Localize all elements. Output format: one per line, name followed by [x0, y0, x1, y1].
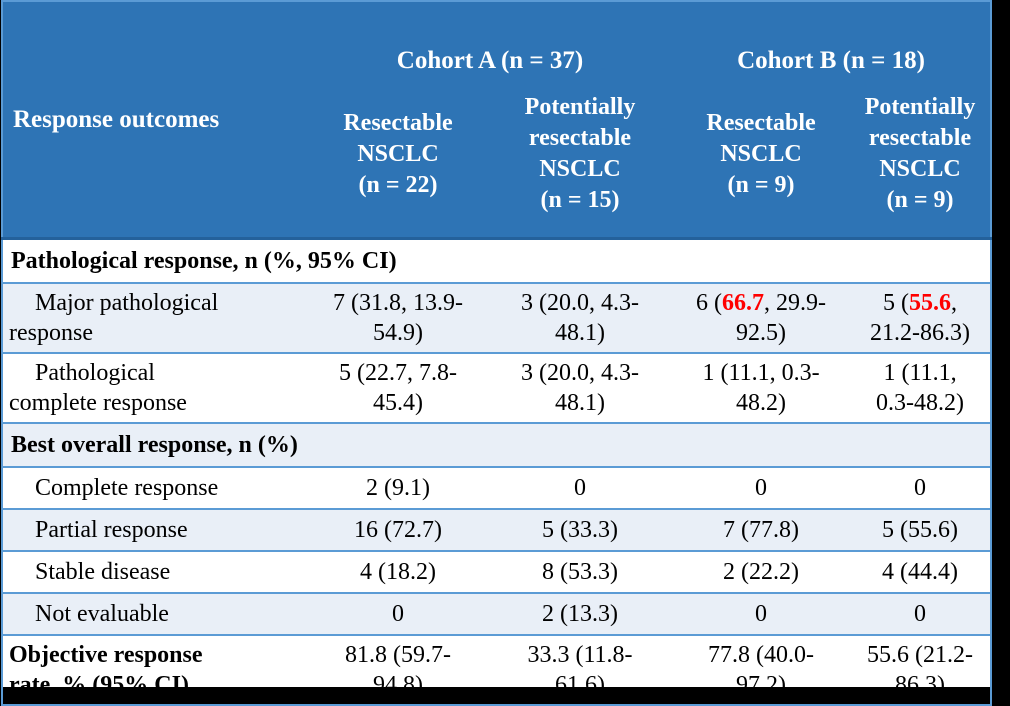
data-cell: 8 (53.3): [488, 551, 672, 593]
corner-header-response-outcomes: Response outcomes: [2, 1, 308, 239]
column-header-cohort-a-resectable: Resectable NSCLC (n = 22): [308, 79, 488, 239]
value-text: 3 (20.0, 4.3- 48.1): [521, 290, 639, 346]
value-text: 5 (33.3): [542, 517, 618, 543]
value-text: 81.8 (59.7- 94.8): [345, 642, 451, 698]
value-text: 0: [914, 601, 927, 627]
data-row: Partial response 16 (72.7) 5 (33.3) 7 (77.8…: [2, 509, 992, 551]
data-cell: 3 (20.0, 4.3- 48.1): [488, 283, 672, 353]
row-label: Complete response: [35, 475, 219, 501]
data-cell: 4 (18.2): [308, 551, 488, 593]
cohort-b-header: Cohort B (n = 18): [672, 1, 992, 79]
value-text: 3 (20.0, 4.3- 48.1): [521, 360, 639, 416]
data-cell: 2 (13.3): [488, 593, 672, 635]
table-header: Response outcomes Cohort A (n = 37) Coho…: [2, 1, 992, 239]
section-header-label: Best overall response, n (%): [11, 432, 298, 458]
row-label: Major pathological response: [9, 290, 219, 346]
value-text: 1 (11.1, 0.3-48.2): [876, 360, 965, 416]
value-text: 2 (9.1): [366, 475, 430, 501]
data-cell: 77.8 (40.0- 97.2): [672, 635, 850, 705]
value-text: 5 (: [883, 290, 910, 316]
value-text: 6 (: [696, 290, 723, 316]
cohort-header-row: Response outcomes Cohort A (n = 37) Coho…: [2, 1, 992, 239]
data-cell: 5 (55.6): [850, 509, 991, 551]
highlighted-value: 55.6: [909, 290, 952, 316]
data-cell: 7 (77.8): [672, 509, 850, 551]
data-cell: 0: [308, 593, 488, 635]
data-cell: 5 (33.3): [488, 509, 672, 551]
data-cell: 5 (22.7, 7.8- 45.4): [308, 353, 488, 423]
value-text: 2 (13.3): [542, 601, 618, 627]
section-row: Best overall response, n (%): [2, 423, 992, 467]
row-label: Stable disease: [35, 559, 171, 585]
data-row: Objective response rate, % (95% CI) 81.8 …: [2, 635, 992, 705]
value-text: 77.8 (40.0- 97.2): [708, 642, 814, 698]
column-header-cohort-b-resectable: Resectable NSCLC (n = 9): [672, 79, 851, 239]
section-header-label: Pathological response, n (%, 95% CI): [11, 248, 397, 274]
data-cell: 5 (55.6, 21.2-86.3): [850, 283, 991, 353]
data-cell: 6 (66.7, 29.9- 92.5): [672, 283, 850, 353]
data-cell: 2 (9.1): [308, 467, 488, 509]
column-header-cohort-b-potentially-resectable: Potentially resectable NSCLC (n = 9): [850, 79, 992, 239]
data-row: Complete response 2 (9.1) 0 0 0: [2, 467, 992, 509]
value-text: 0: [574, 475, 586, 501]
data-cell: 2 (22.2): [672, 551, 850, 593]
value-text: 1 (11.1, 0.3- 48.2): [702, 360, 820, 416]
value-text: 0: [914, 475, 927, 501]
row-label: Pathological complete response: [9, 360, 187, 416]
row-label: Not evaluable: [35, 601, 169, 627]
value-text: 4 (44.4): [882, 559, 959, 585]
value-text: 5 (22.7, 7.8- 45.4): [339, 360, 457, 416]
data-cell: 0: [672, 593, 850, 635]
value-text: 2 (22.2): [723, 559, 799, 585]
section-row: Pathological response, n (%, 95% CI): [2, 238, 992, 284]
data-cell: 55.6 (21.2- 86.3): [850, 635, 991, 705]
data-cell: 16 (72.7): [308, 509, 488, 551]
data-cell: 81.8 (59.7- 94.8): [308, 635, 488, 705]
value-text: 0: [755, 601, 768, 627]
value-text: 33.3 (11.8- 61.6): [527, 642, 633, 698]
value-text: 8 (53.3): [542, 559, 618, 585]
value-text: , 21.2-86.3): [870, 290, 971, 346]
data-row: Pathological complete response 5 (22.7, 7…: [2, 353, 992, 423]
row-label: Objective response rate, % (95% CI): [9, 642, 203, 698]
data-cell: 0: [488, 467, 672, 509]
data-cell: 4 (44.4): [850, 551, 991, 593]
data-row: Not evaluable 0 2 (13.3) 0 0: [2, 593, 992, 635]
data-cell: 0: [672, 467, 850, 509]
value-text: 0: [755, 475, 768, 501]
value-text: 0: [392, 601, 404, 627]
table-body: Pathological response, n (%, 95% CI) Majo…: [2, 238, 992, 706]
data-cell: 33.3 (11.8- 61.6): [488, 635, 672, 705]
value-text: 55.6 (21.2- 86.3): [867, 642, 974, 698]
value-text: 4 (18.2): [360, 559, 436, 585]
data-cell: 1 (11.1, 0.3- 48.2): [672, 353, 850, 423]
column-header-cohort-a-potentially-resectable: Potentially resectable NSCLC (n = 15): [488, 79, 673, 239]
value-text: 16 (72.7): [354, 517, 442, 543]
subgroup-header-row: Resectable NSCLC (n = 22) Potentially re…: [2, 79, 992, 239]
highlighted-value: 66.7: [722, 290, 765, 316]
value-text: 7 (31.8, 13.9- 54.9): [333, 290, 463, 346]
data-cell: 7 (31.8, 13.9- 54.9): [308, 283, 488, 353]
value-text: 5 (55.6): [882, 517, 959, 543]
data-row: Major pathological response 7 (31.8, 13.9…: [2, 283, 992, 353]
cohort-a-header: Cohort A (n = 37): [308, 1, 673, 79]
data-row: Stable disease 4 (18.2) 8 (53.3) 2 (22.2) 4 …: [2, 551, 992, 593]
data-cell: 1 (11.1, 0.3-48.2): [850, 353, 991, 423]
data-cell: 0: [850, 467, 991, 509]
data-cell: 3 (20.0, 4.3- 48.1): [488, 353, 672, 423]
value-text: , 29.9- 92.5): [736, 290, 827, 346]
data-cell: 0: [850, 593, 991, 635]
row-label: Partial response: [35, 517, 188, 543]
value-text: 7 (77.8): [723, 517, 799, 543]
